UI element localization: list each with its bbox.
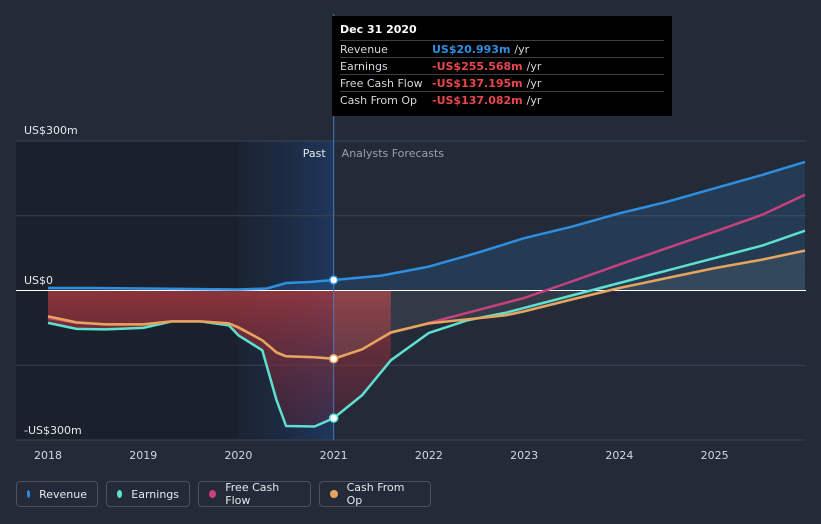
forecast-label: Analysts Forecasts (342, 147, 445, 160)
past-label: Past (303, 147, 327, 160)
y-axis-label-bottom: -US$300m (24, 424, 82, 437)
tooltip: Dec 31 2020 Revenue US$20.993m /yr Earni… (332, 16, 672, 116)
tooltip-row-cash-from-op: Cash From Op -US$137.082m /yr (340, 91, 664, 108)
y-axis-label-top: US$300m (24, 124, 78, 137)
legend-dot-icon (117, 490, 123, 498)
marker-cash-from-op (328, 354, 339, 364)
legend-label: Earnings (131, 487, 179, 501)
tooltip-label: Cash From Op (340, 93, 418, 107)
legend-label: Free Cash Flow (225, 481, 280, 507)
x-tick-label: 2022 (415, 449, 443, 462)
legend-dot-icon (209, 490, 217, 498)
tooltip-row-free-cash-flow: Free Cash Flow -US$137.195m /yr (340, 74, 664, 91)
tooltip-row-earnings: Earnings -US$255.568m /yr (340, 57, 664, 74)
legend-label: Revenue (39, 487, 87, 501)
legend-dot-icon (330, 490, 338, 498)
forecast-area (333, 250, 806, 359)
legend-item-earnings[interactable]: Earnings (106, 481, 190, 507)
tooltip-label: Earnings (340, 59, 388, 73)
legend-item-cash-from-op[interactable]: Cash From Op (319, 481, 431, 507)
chart-canvas: US$300m US$0 -US$300m Past Analysts Forecast… (16, 14, 806, 462)
x-tick-label: 2019 (129, 449, 157, 462)
x-tick-label: 2018 (34, 449, 62, 462)
revenue-area (48, 161, 806, 291)
legend-item-free-cash-flow[interactable]: Free Cash Flow (198, 481, 311, 507)
tooltip-date: Dec 31 2020 (340, 23, 417, 36)
tooltip-unit: /yr (526, 59, 542, 73)
tooltip-unit: /yr (526, 93, 542, 107)
legend-item-revenue[interactable]: Revenue (16, 481, 98, 507)
tooltip-value: -US$137.082m (432, 93, 523, 107)
x-tick-label: 2020 (224, 449, 252, 462)
tooltip-value: -US$255.568m (432, 59, 523, 73)
tooltip-value: -US$137.195m (432, 76, 523, 90)
series-line-revenue (48, 160, 806, 291)
legend-label: Cash From Op (346, 481, 405, 507)
tooltip-unit: /yr (526, 76, 542, 90)
x-tick-label: 2025 (701, 449, 729, 462)
tooltip-label: Free Cash Flow (340, 76, 423, 90)
tooltip-value: US$20.993m (432, 42, 511, 56)
legend: Revenue Earnings Free Cash Flow Cash Fro… (16, 481, 431, 507)
tooltip-unit: /yr (514, 42, 530, 56)
legend-dot-icon (27, 490, 31, 498)
marker-earnings (328, 413, 339, 423)
x-tick-label: 2024 (605, 449, 633, 462)
marker-revenue (328, 275, 339, 285)
y-axis-label-zero: US$0 (24, 274, 53, 287)
x-tick-label: 2023 (510, 449, 538, 462)
tooltip-row-revenue: Revenue US$20.993m /yr (340, 40, 664, 57)
tooltip-label: Revenue (340, 42, 388, 56)
x-tick-label: 2021 (320, 449, 348, 462)
